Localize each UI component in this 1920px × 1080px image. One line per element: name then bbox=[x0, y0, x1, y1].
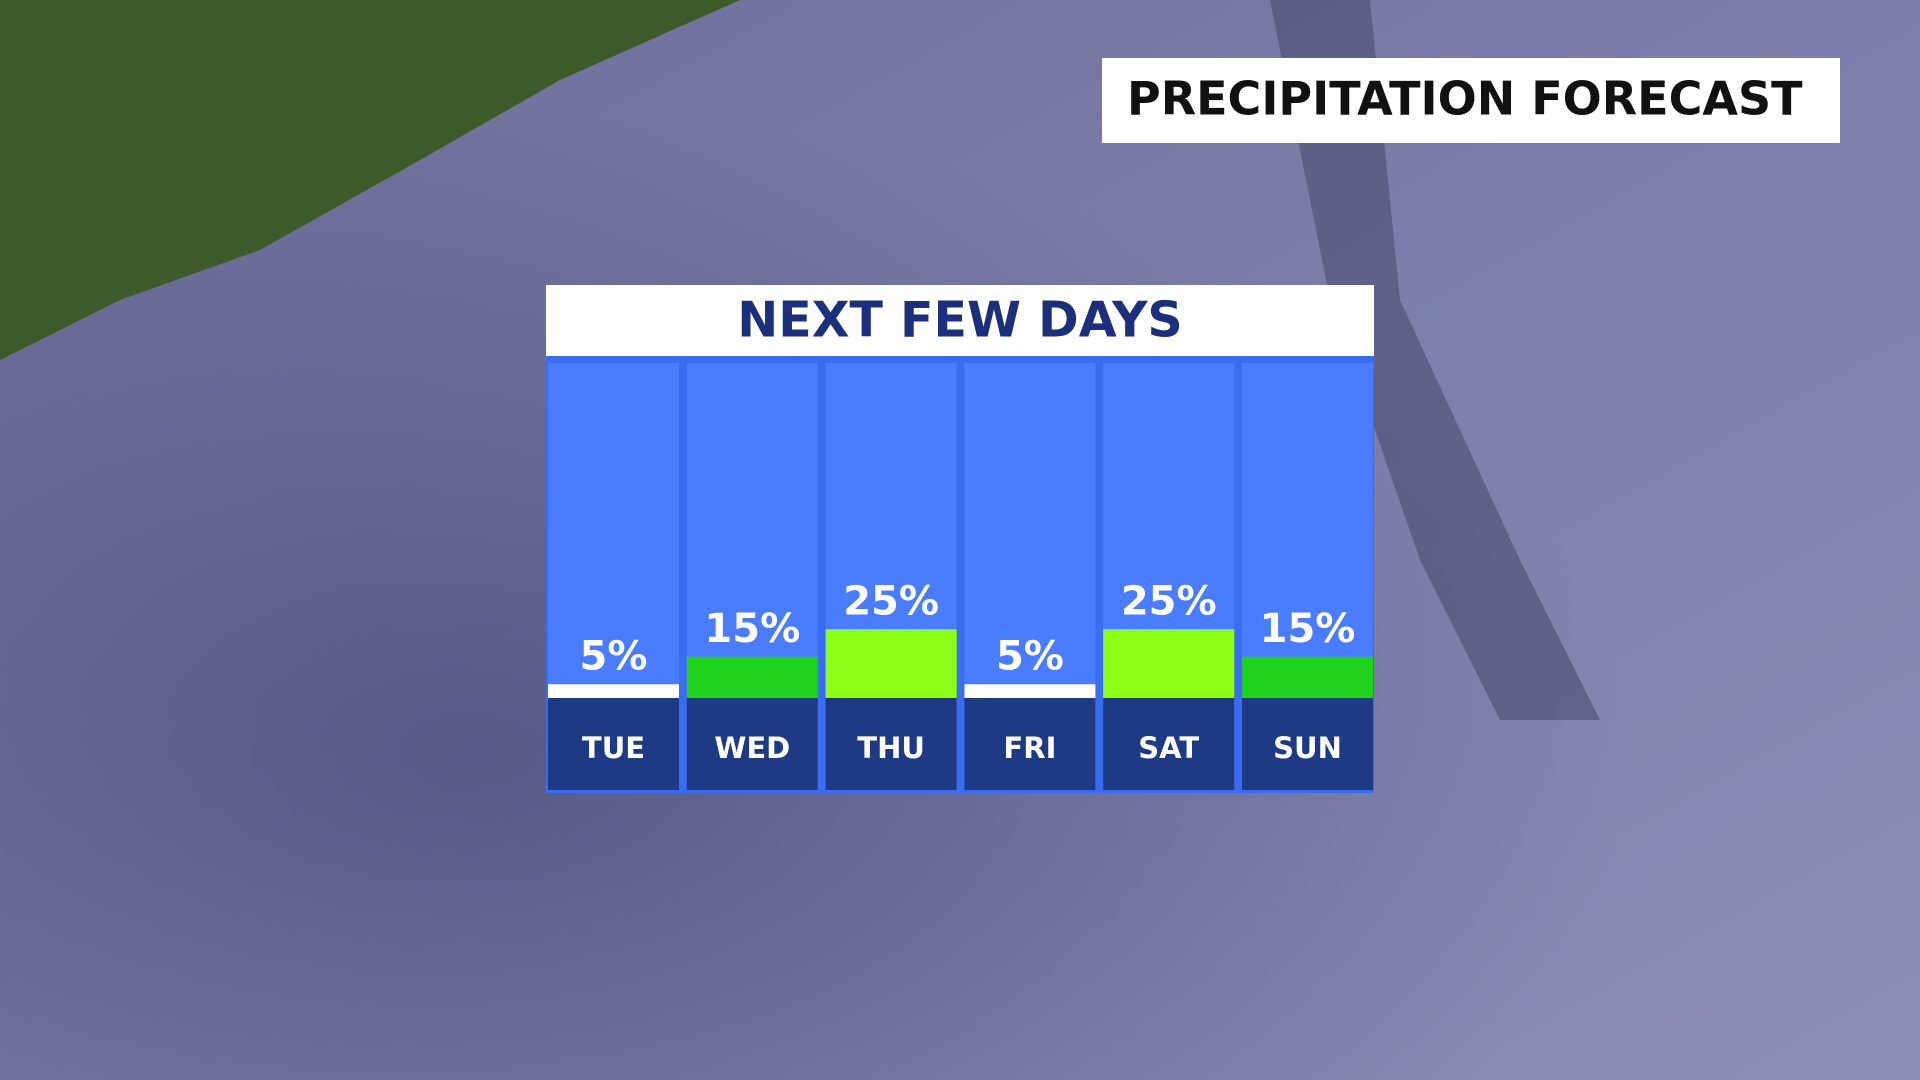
panel bbox=[546, 285, 1374, 793]
columns: 5% TUE 15% WED 25% THU 5% FRI 25% SAT 15% SUN bbox=[548, 363, 1373, 790]
value-label: 25% bbox=[1121, 578, 1217, 624]
x-tick-label: TUE bbox=[582, 731, 645, 765]
x-tick-label: WED bbox=[714, 731, 790, 765]
value-label: 5% bbox=[996, 633, 1064, 679]
bar bbox=[825, 629, 957, 698]
chart-title: NEXT FEW DAYS bbox=[737, 292, 1182, 349]
header-box bbox=[1102, 58, 1840, 143]
x-tick-label: SUN bbox=[1273, 731, 1342, 765]
header: PRECIPITATION FORECAST bbox=[1127, 72, 1803, 126]
bar bbox=[686, 656, 818, 698]
grass bbox=[0, 0, 740, 360]
x-tick-label: SAT bbox=[1138, 731, 1199, 765]
bar bbox=[1103, 629, 1235, 698]
day-band bbox=[686, 698, 818, 790]
day-band bbox=[1103, 698, 1235, 790]
bar bbox=[1242, 656, 1373, 698]
x-tick-label: THU bbox=[857, 731, 925, 765]
value-label: 15% bbox=[1260, 606, 1356, 652]
day-band bbox=[548, 698, 679, 790]
day-band bbox=[964, 698, 1096, 790]
title-bar bbox=[546, 285, 1374, 356]
value-label: 15% bbox=[704, 606, 800, 652]
day-band bbox=[825, 698, 957, 790]
bar bbox=[548, 684, 679, 698]
value-label: 25% bbox=[843, 578, 939, 624]
day-band bbox=[1242, 698, 1373, 790]
reflection bbox=[1270, 0, 1600, 720]
bar bbox=[964, 684, 1096, 698]
value-label: 5% bbox=[580, 633, 648, 679]
x-tick-label: FRI bbox=[1003, 731, 1056, 765]
